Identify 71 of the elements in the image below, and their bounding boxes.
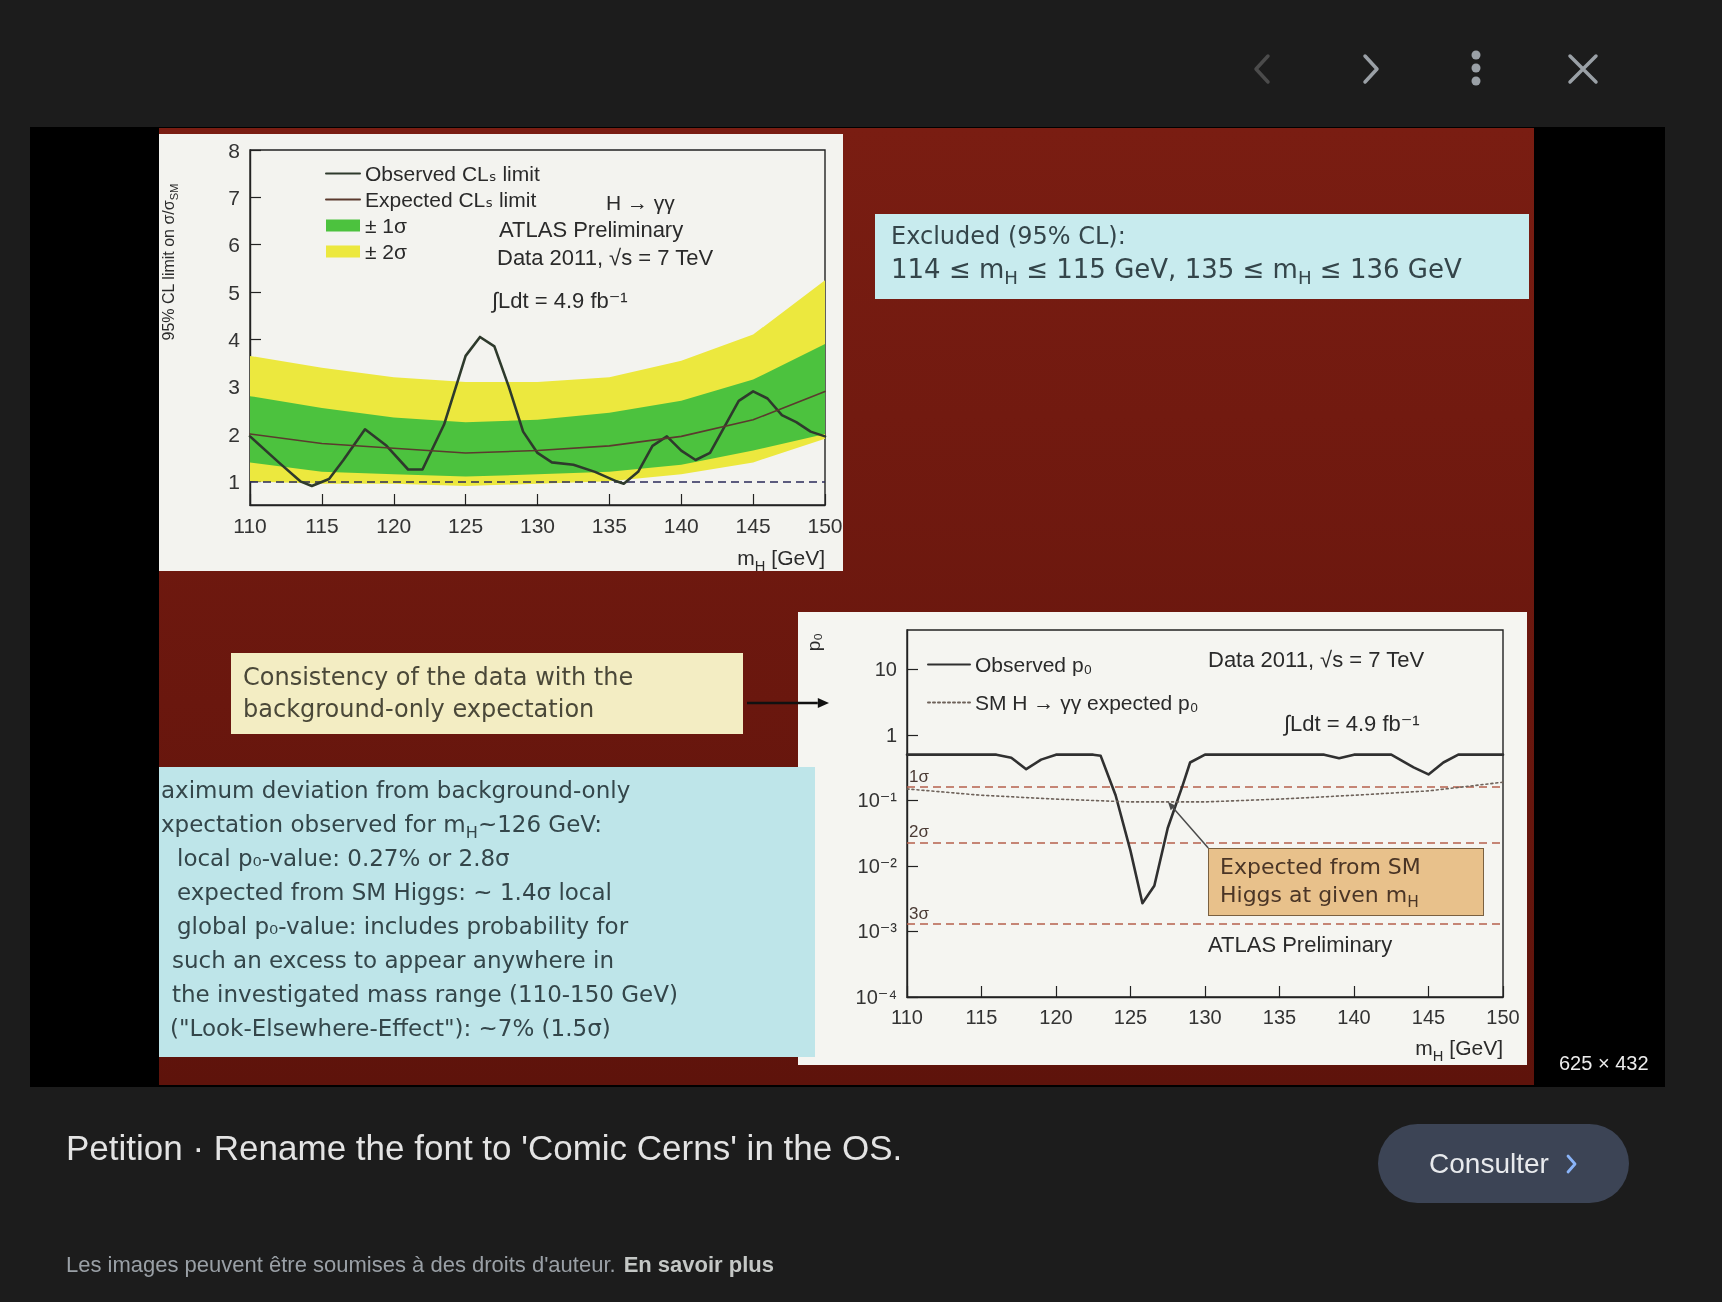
text: global p₀-value: includes probability for <box>176 912 630 941</box>
y-tick-label: 10⁻¹ <box>857 789 898 812</box>
y-tick-label: 2 <box>228 422 240 446</box>
x-tick-label: 135 <box>1262 1006 1297 1028</box>
text: Consistency of the data with the background-only expectation <box>243 662 635 725</box>
x-tick-label: 145 <box>735 514 771 537</box>
y-tick-label: 5 <box>228 280 240 304</box>
x-tick-label: 140 <box>1337 1006 1371 1028</box>
text: the investigated mass range (110-150 GeV) <box>171 980 679 1009</box>
text: xpectation observed for m$_{H}$~126 GeV: <box>160 810 603 842</box>
y-tick-label: 10⁻³ <box>857 920 898 943</box>
x-tick-label: 140 <box>663 514 699 537</box>
x-tick-label: 125 <box>1113 1006 1148 1028</box>
text: 625 × 432 <box>1559 1052 1649 1075</box>
annotation: Data 2011, √s = 7 TeV <box>497 244 714 270</box>
x-tick-label: 120 <box>376 514 412 537</box>
x-tick-label: 135 <box>591 514 627 537</box>
y-tick-label: 3 <box>228 375 240 399</box>
y-tick-label: 8 <box>228 138 240 162</box>
x-tick-label: 130 <box>519 514 556 537</box>
text: ("Look-Elsewhere-Effect"): ~7% (1.5σ) <box>169 1014 612 1043</box>
x-tick-label: 120 <box>1039 1006 1073 1028</box>
ref-line-label: 1σ <box>909 767 930 787</box>
text: aximum deviation from background-only <box>160 776 632 805</box>
annotation: ∫Ldt = 4.9 fb⁻¹ <box>490 287 628 313</box>
x-tick-label: 110 <box>891 1006 923 1028</box>
line-series <box>249 390 826 454</box>
y-tick-label: 6 <box>228 233 240 257</box>
text: such an excess to appear anywhere in <box>171 946 615 975</box>
x-axis-title: m$_{H}$ [GeV] <box>1415 1036 1503 1064</box>
y-tick-label: 4 <box>228 327 241 351</box>
x-tick-label: 150 <box>1486 1006 1520 1028</box>
annotation: ∫Ldt = 4.9 fb⁻¹ <box>1282 710 1420 736</box>
button: Consulter <box>1378 1124 1629 1203</box>
annotation: H → γγ <box>606 191 676 214</box>
x-axis-title: m$_{H}$ [GeV] <box>737 546 825 574</box>
x-tick-label: 110 <box>233 514 267 537</box>
annotation: Expected from SM Higgs at given m$_{H}$ <box>1220 853 1422 912</box>
x-tick-label: 130 <box>1188 1006 1222 1028</box>
legend-label: ± 2σ <box>365 240 408 263</box>
ref-line-label: 2σ <box>909 822 930 842</box>
legend-label: Observed p₀ <box>975 653 1093 676</box>
x-tick-label: 145 <box>1411 1006 1446 1028</box>
legend-label: ± 1σ <box>365 214 408 237</box>
text: local p₀-value: 0.27% or 2.8σ <box>176 844 511 873</box>
y-tick-label: 1 <box>885 723 897 746</box>
y-tick-label: 10⁻⁴ <box>855 986 897 1008</box>
text: Excluded (95% CL): <box>891 221 1127 251</box>
text: En savoir plus <box>623 1252 775 1277</box>
y-tick-label: 10⁻² <box>857 854 898 877</box>
x-tick-label: 115 <box>965 1006 998 1028</box>
text: Les images peuvent être soumises à des droits d'auteur. <box>66 1252 616 1277</box>
annotation: Data 2011, √s = 7 TeV <box>1208 646 1425 672</box>
line-series <box>906 781 1504 803</box>
text: 114 ≤ m$_{H}$ ≤ 115 GeV, 135 ≤ m$_{H}$ ≤ 136 GeV <box>891 253 1463 289</box>
legend-label: SM H → γγ expected p₀ <box>975 691 1199 714</box>
text: expected from SM Higgs: ~ 1.4σ local <box>176 878 613 907</box>
x-tick-label: 125 <box>448 514 484 537</box>
y-tick-label: 7 <box>228 185 240 209</box>
ref-line-label: 3σ <box>909 904 930 924</box>
line-series <box>905 753 1505 905</box>
y-tick-label: 10 <box>874 658 897 681</box>
legend-label: Observed CLₛ limit <box>365 162 540 185</box>
y-axis-title: p₀ <box>802 632 825 652</box>
legend-label: Expected CLₛ limit <box>365 188 537 211</box>
annotation: ATLAS Preliminary <box>1208 931 1393 957</box>
x-tick-label: 150 <box>807 514 843 537</box>
x-tick-label: 115 <box>305 514 339 537</box>
text: Petition · Rename the font to 'Comic Cerns' in the OS. <box>66 1128 903 1168</box>
y-tick-label: 1 <box>228 469 240 493</box>
annotation: ATLAS Preliminary <box>499 216 684 242</box>
